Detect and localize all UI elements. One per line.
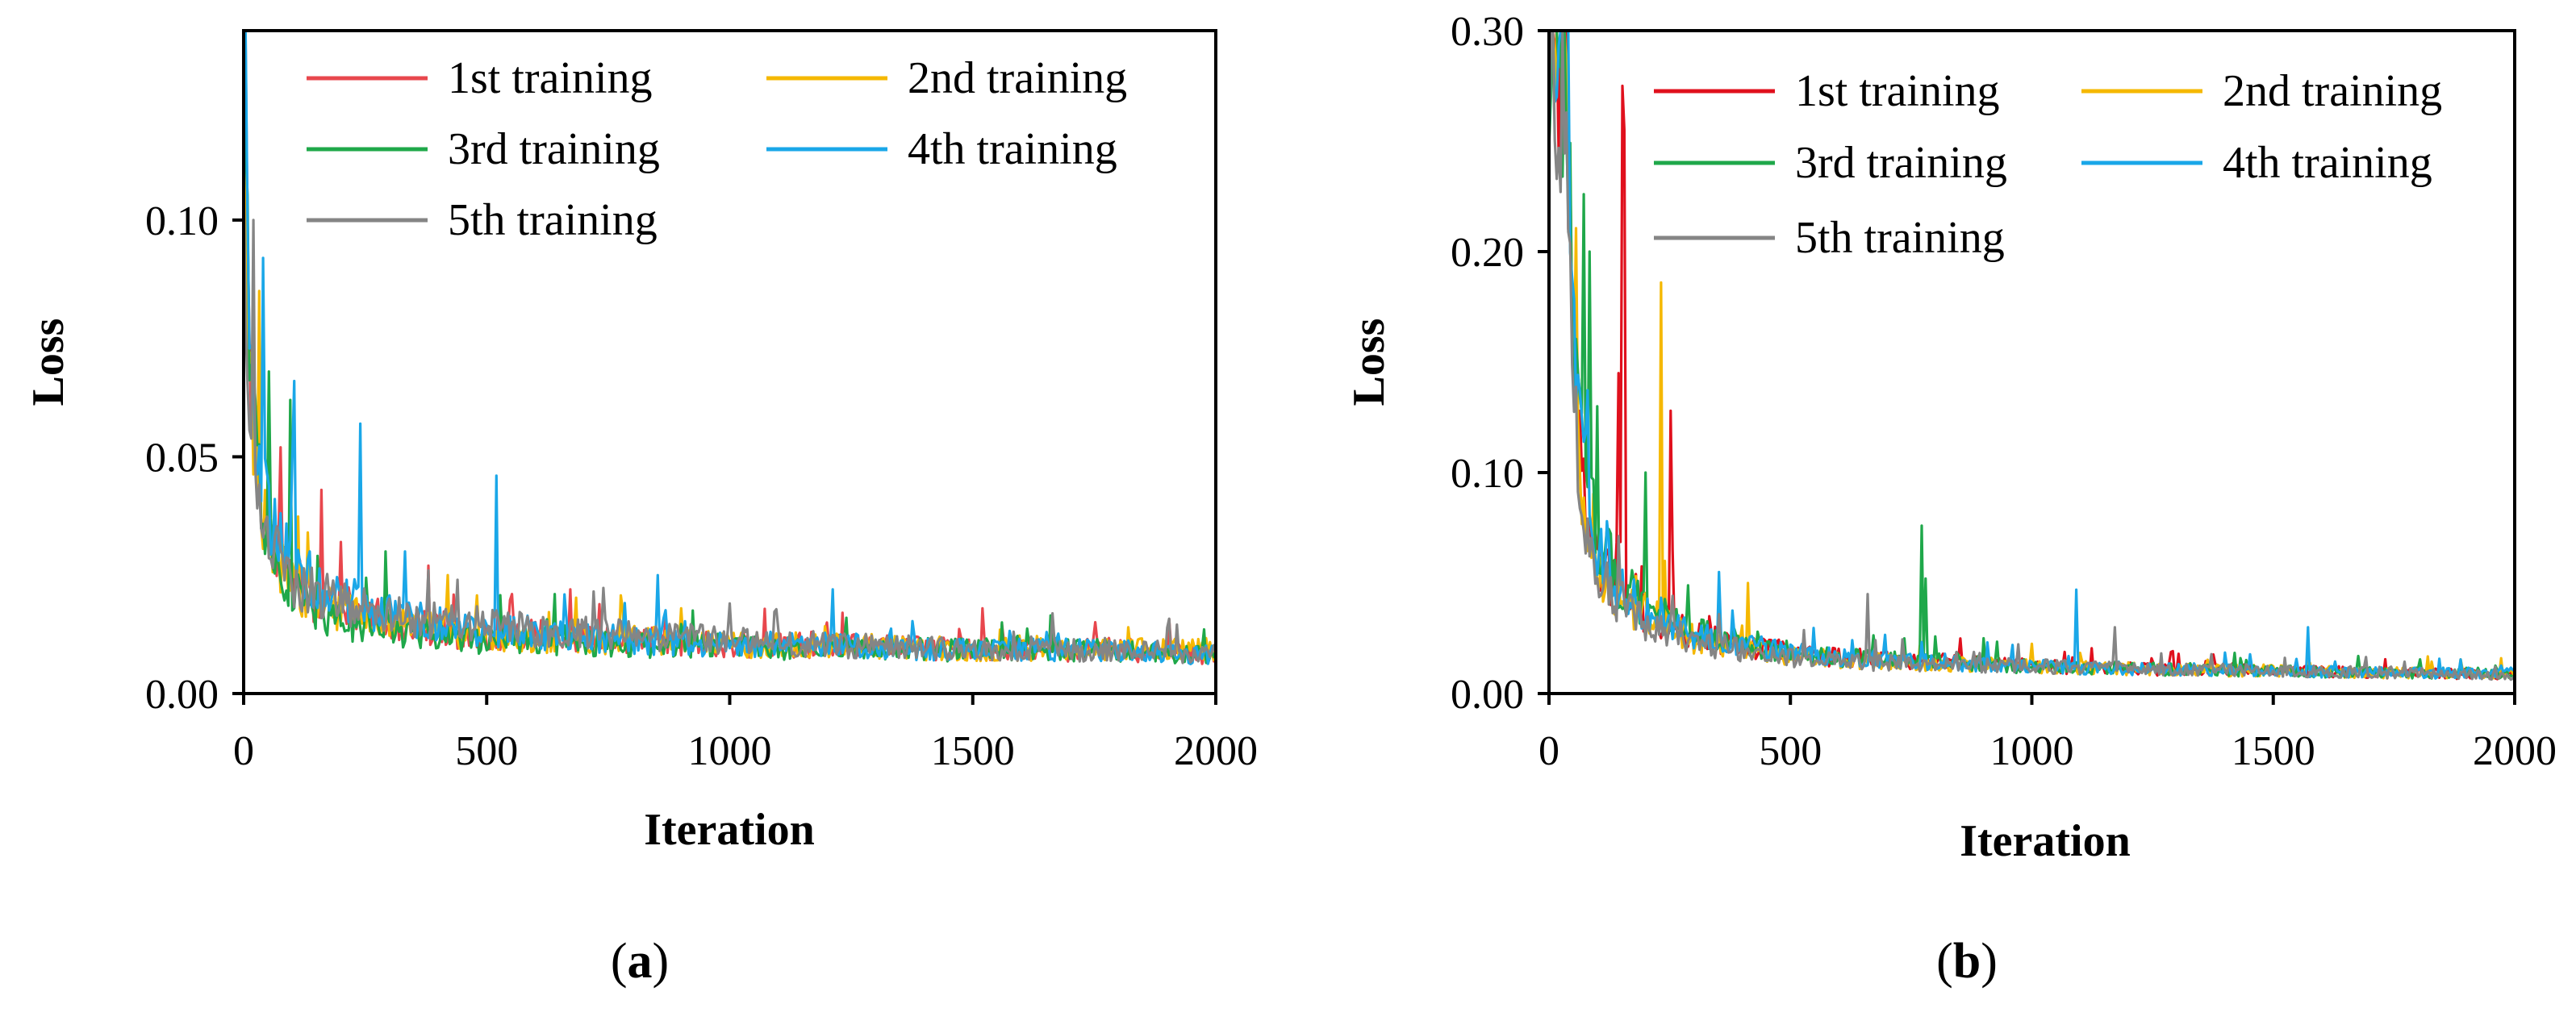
series-line-5 (244, 167, 1216, 665)
series-line-3 (244, 31, 1216, 665)
y-tick-label: 0.20 (1451, 230, 1524, 276)
panel-label: (a) (611, 934, 669, 989)
series-line-4 (244, 31, 1216, 666)
legend-entry: 4th training (766, 124, 1117, 174)
x-tick-label: 0 (233, 728, 254, 774)
x-tick-label: 1000 (1990, 728, 2074, 774)
legend-entry: 4th training (2081, 138, 2432, 188)
y-axis-title: Loss (23, 319, 73, 406)
legend-label: 3rd training (1795, 138, 2007, 188)
panel-label: (b) (1936, 934, 1998, 989)
series-line-2 (1549, 31, 2515, 680)
x-axis-title: Iteration (1960, 816, 2131, 866)
legend-entry: 2nd training (2081, 66, 2442, 116)
x-tick-label: 0 (1539, 728, 1559, 774)
x-tick-label: 1500 (2232, 728, 2315, 774)
chart-panel-a: 0 500 1000 1500 2000 0.00 0.05 0.10 Iteration L… (23, 29, 1258, 989)
y-axis-title: Loss (1344, 319, 1394, 406)
legend-entry: 3rd training (307, 124, 660, 174)
x-tick-label: 500 (455, 728, 518, 774)
x-tick-label: 2000 (2473, 728, 2557, 774)
legend-entry: 3rd training (1654, 138, 2007, 188)
chart-panel-b: 0 500 1000 1500 2000 0.00 0.10 0.20 0.30 Iterati… (1344, 9, 2557, 989)
series-line-5 (1549, 31, 2515, 681)
legend-label: 5th training (1795, 213, 2005, 263)
series-line-1 (1549, 31, 2515, 681)
y-tick-label: 0.10 (145, 198, 219, 244)
legend-label: 2nd training (908, 53, 1127, 103)
x-tick-label: 500 (1759, 728, 1822, 774)
legend-label: 1st training (448, 53, 653, 103)
legend-entry: 5th training (307, 195, 658, 245)
legend-entry: 1st training (1654, 66, 2000, 116)
legend-label: 4th training (2223, 138, 2432, 188)
y-tick-label: 0.00 (1451, 672, 1524, 718)
legend-entry: 5th training (1654, 213, 2005, 263)
legend-label: 3rd training (448, 124, 660, 174)
y-tick-label: 0.30 (1451, 9, 1524, 55)
series-line-4 (1549, 31, 2515, 680)
y-tick-label: 0.10 (1451, 451, 1524, 497)
x-axis-title: Iteration (644, 805, 815, 855)
legend-label: 2nd training (2223, 66, 2442, 116)
x-tick-label: 1500 (931, 728, 1015, 774)
series-line-3 (1549, 31, 2515, 680)
legend-entry: 1st training (307, 53, 653, 103)
x-tick-label: 1000 (688, 728, 772, 774)
legend-label: 1st training (1795, 66, 2000, 116)
legend: 1st training 2nd training 3rd training 4th … (307, 53, 1127, 245)
legend-label: 4th training (908, 124, 1117, 174)
y-tick-label: 0.05 (145, 435, 219, 481)
y-tick-label: 0.00 (145, 672, 219, 718)
x-tick-label: 2000 (1174, 728, 1258, 774)
legend: 1st training 2nd training 3rd training 4th … (1654, 66, 2442, 263)
legend-entry: 2nd training (766, 53, 1127, 103)
legend-label: 5th training (448, 195, 658, 245)
plot-frame (1547, 29, 2516, 695)
